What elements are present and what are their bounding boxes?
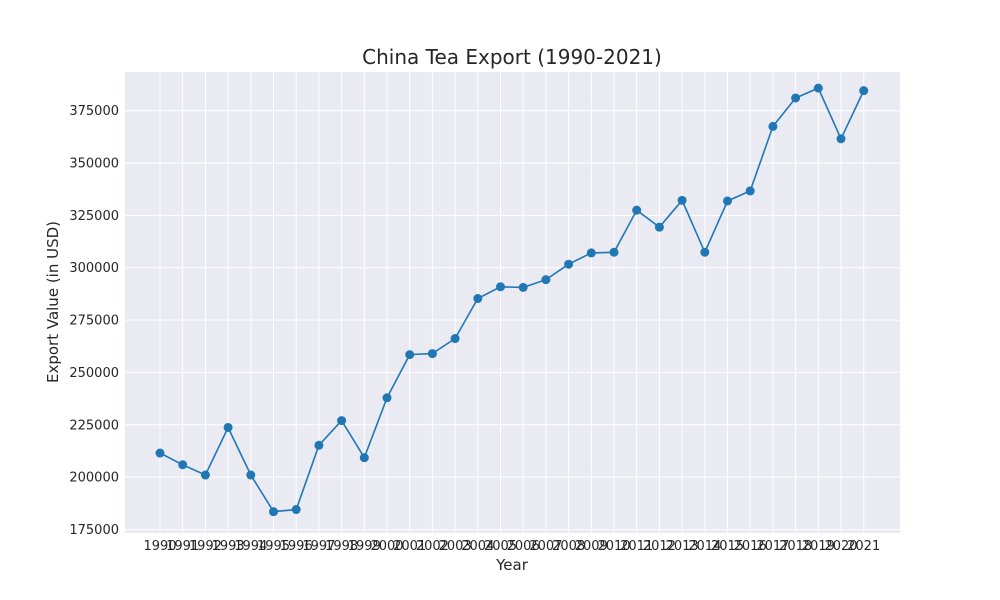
y-tick-label: 275000 — [69, 314, 119, 329]
plot-background — [125, 72, 900, 533]
x-tick-label: 2015 — [711, 539, 744, 554]
data-point-1999 — [359, 453, 369, 463]
data-point-2009 — [586, 248, 596, 258]
y-tick-label: 225000 — [69, 418, 119, 433]
y-axis-label: Export Value (in USD) — [44, 221, 62, 383]
y-tick-label: 200000 — [69, 471, 119, 486]
x-tick-label: 2009 — [575, 539, 608, 554]
x-tick-label: 1997 — [302, 539, 335, 554]
data-point-2001 — [405, 350, 415, 360]
y-tick-label: 375000 — [69, 104, 119, 119]
data-point-2014 — [700, 247, 710, 257]
data-point-2015 — [723, 196, 732, 206]
data-point-2008 — [564, 259, 574, 269]
x-tick-label: 2004 — [461, 539, 494, 554]
x-tick-label: 2005 — [484, 539, 517, 554]
y-tick-label: 300000 — [69, 261, 119, 276]
data-point-2002 — [427, 349, 437, 359]
data-point-2020 — [836, 134, 846, 144]
x-tick-label: 2007 — [529, 539, 562, 554]
x-tick-label: 2019 — [802, 539, 835, 554]
data-point-1997 — [314, 440, 324, 450]
chart-title: China Tea Export (1990-2021) — [362, 45, 662, 69]
x-tick-label: 2003 — [439, 539, 472, 554]
x-tick-label: 1992 — [189, 539, 222, 554]
data-point-2007 — [541, 275, 551, 285]
data-point-2017 — [768, 121, 778, 131]
y-tick-label: 250000 — [69, 366, 119, 381]
x-tick-label: 2021 — [847, 539, 880, 554]
data-point-2012 — [654, 222, 664, 232]
x-tick-label: 2002 — [416, 539, 449, 554]
x-tick-label: 2011 — [620, 539, 653, 554]
x-tick-label: 2013 — [666, 539, 699, 554]
x-tick-label: 2018 — [779, 539, 812, 554]
x-tick-label: 1990 — [143, 539, 176, 554]
data-point-1994 — [246, 470, 256, 480]
x-tick-label: 1994 — [234, 539, 267, 554]
x-tick-label: 2017 — [756, 539, 789, 554]
x-tick-label: 1993 — [212, 539, 245, 554]
data-point-2004 — [473, 294, 483, 304]
x-tick-label: 2016 — [734, 539, 767, 554]
data-point-2011 — [632, 205, 642, 215]
x-tick-label: 2020 — [824, 539, 857, 554]
x-tick-label: 2001 — [393, 539, 426, 554]
data-point-2006 — [518, 282, 528, 292]
data-point-2018 — [791, 93, 801, 103]
y-tick-label: 175000 — [69, 523, 119, 538]
data-point-1996 — [291, 505, 301, 515]
series-markers — [155, 83, 869, 517]
x-tick-label: 1991 — [166, 539, 199, 554]
x-axis-label: Year — [495, 556, 529, 574]
y-tick-label: 325000 — [69, 209, 119, 224]
grid-lines — [125, 72, 900, 533]
x-tick-label: 2012 — [643, 539, 676, 554]
x-tick-label: 2008 — [552, 539, 585, 554]
data-point-2010 — [609, 247, 619, 257]
x-tick-label: 1996 — [280, 539, 313, 554]
y-tick-labels: 175000 200000 225000 250000 275000 300000 3250… — [69, 104, 119, 538]
data-point-1990 — [155, 448, 165, 458]
data-point-1991 — [178, 460, 188, 470]
data-point-1993 — [223, 422, 233, 432]
data-point-2003 — [450, 334, 460, 344]
x-tick-labels: 1990199119921993199419951996199719981999… — [143, 539, 880, 554]
x-tick-label: 1995 — [257, 539, 290, 554]
data-point-1992 — [200, 470, 210, 480]
x-tick-label: 2014 — [688, 539, 721, 554]
x-tick-label: 2000 — [370, 539, 403, 554]
data-point-2013 — [677, 195, 687, 205]
x-tick-label: 2010 — [597, 539, 630, 554]
y-tick-label: 350000 — [69, 157, 119, 172]
data-point-2016 — [745, 186, 755, 196]
x-tick-label: 1999 — [348, 539, 381, 554]
data-point-2021 — [859, 86, 869, 96]
data-point-2005 — [496, 282, 505, 292]
x-tick-label: 2006 — [507, 539, 540, 554]
data-point-2000 — [382, 393, 392, 403]
data-point-2019 — [813, 83, 823, 93]
data-point-1995 — [269, 507, 278, 517]
data-point-1998 — [337, 416, 347, 426]
x-tick-label: 1998 — [325, 539, 358, 554]
